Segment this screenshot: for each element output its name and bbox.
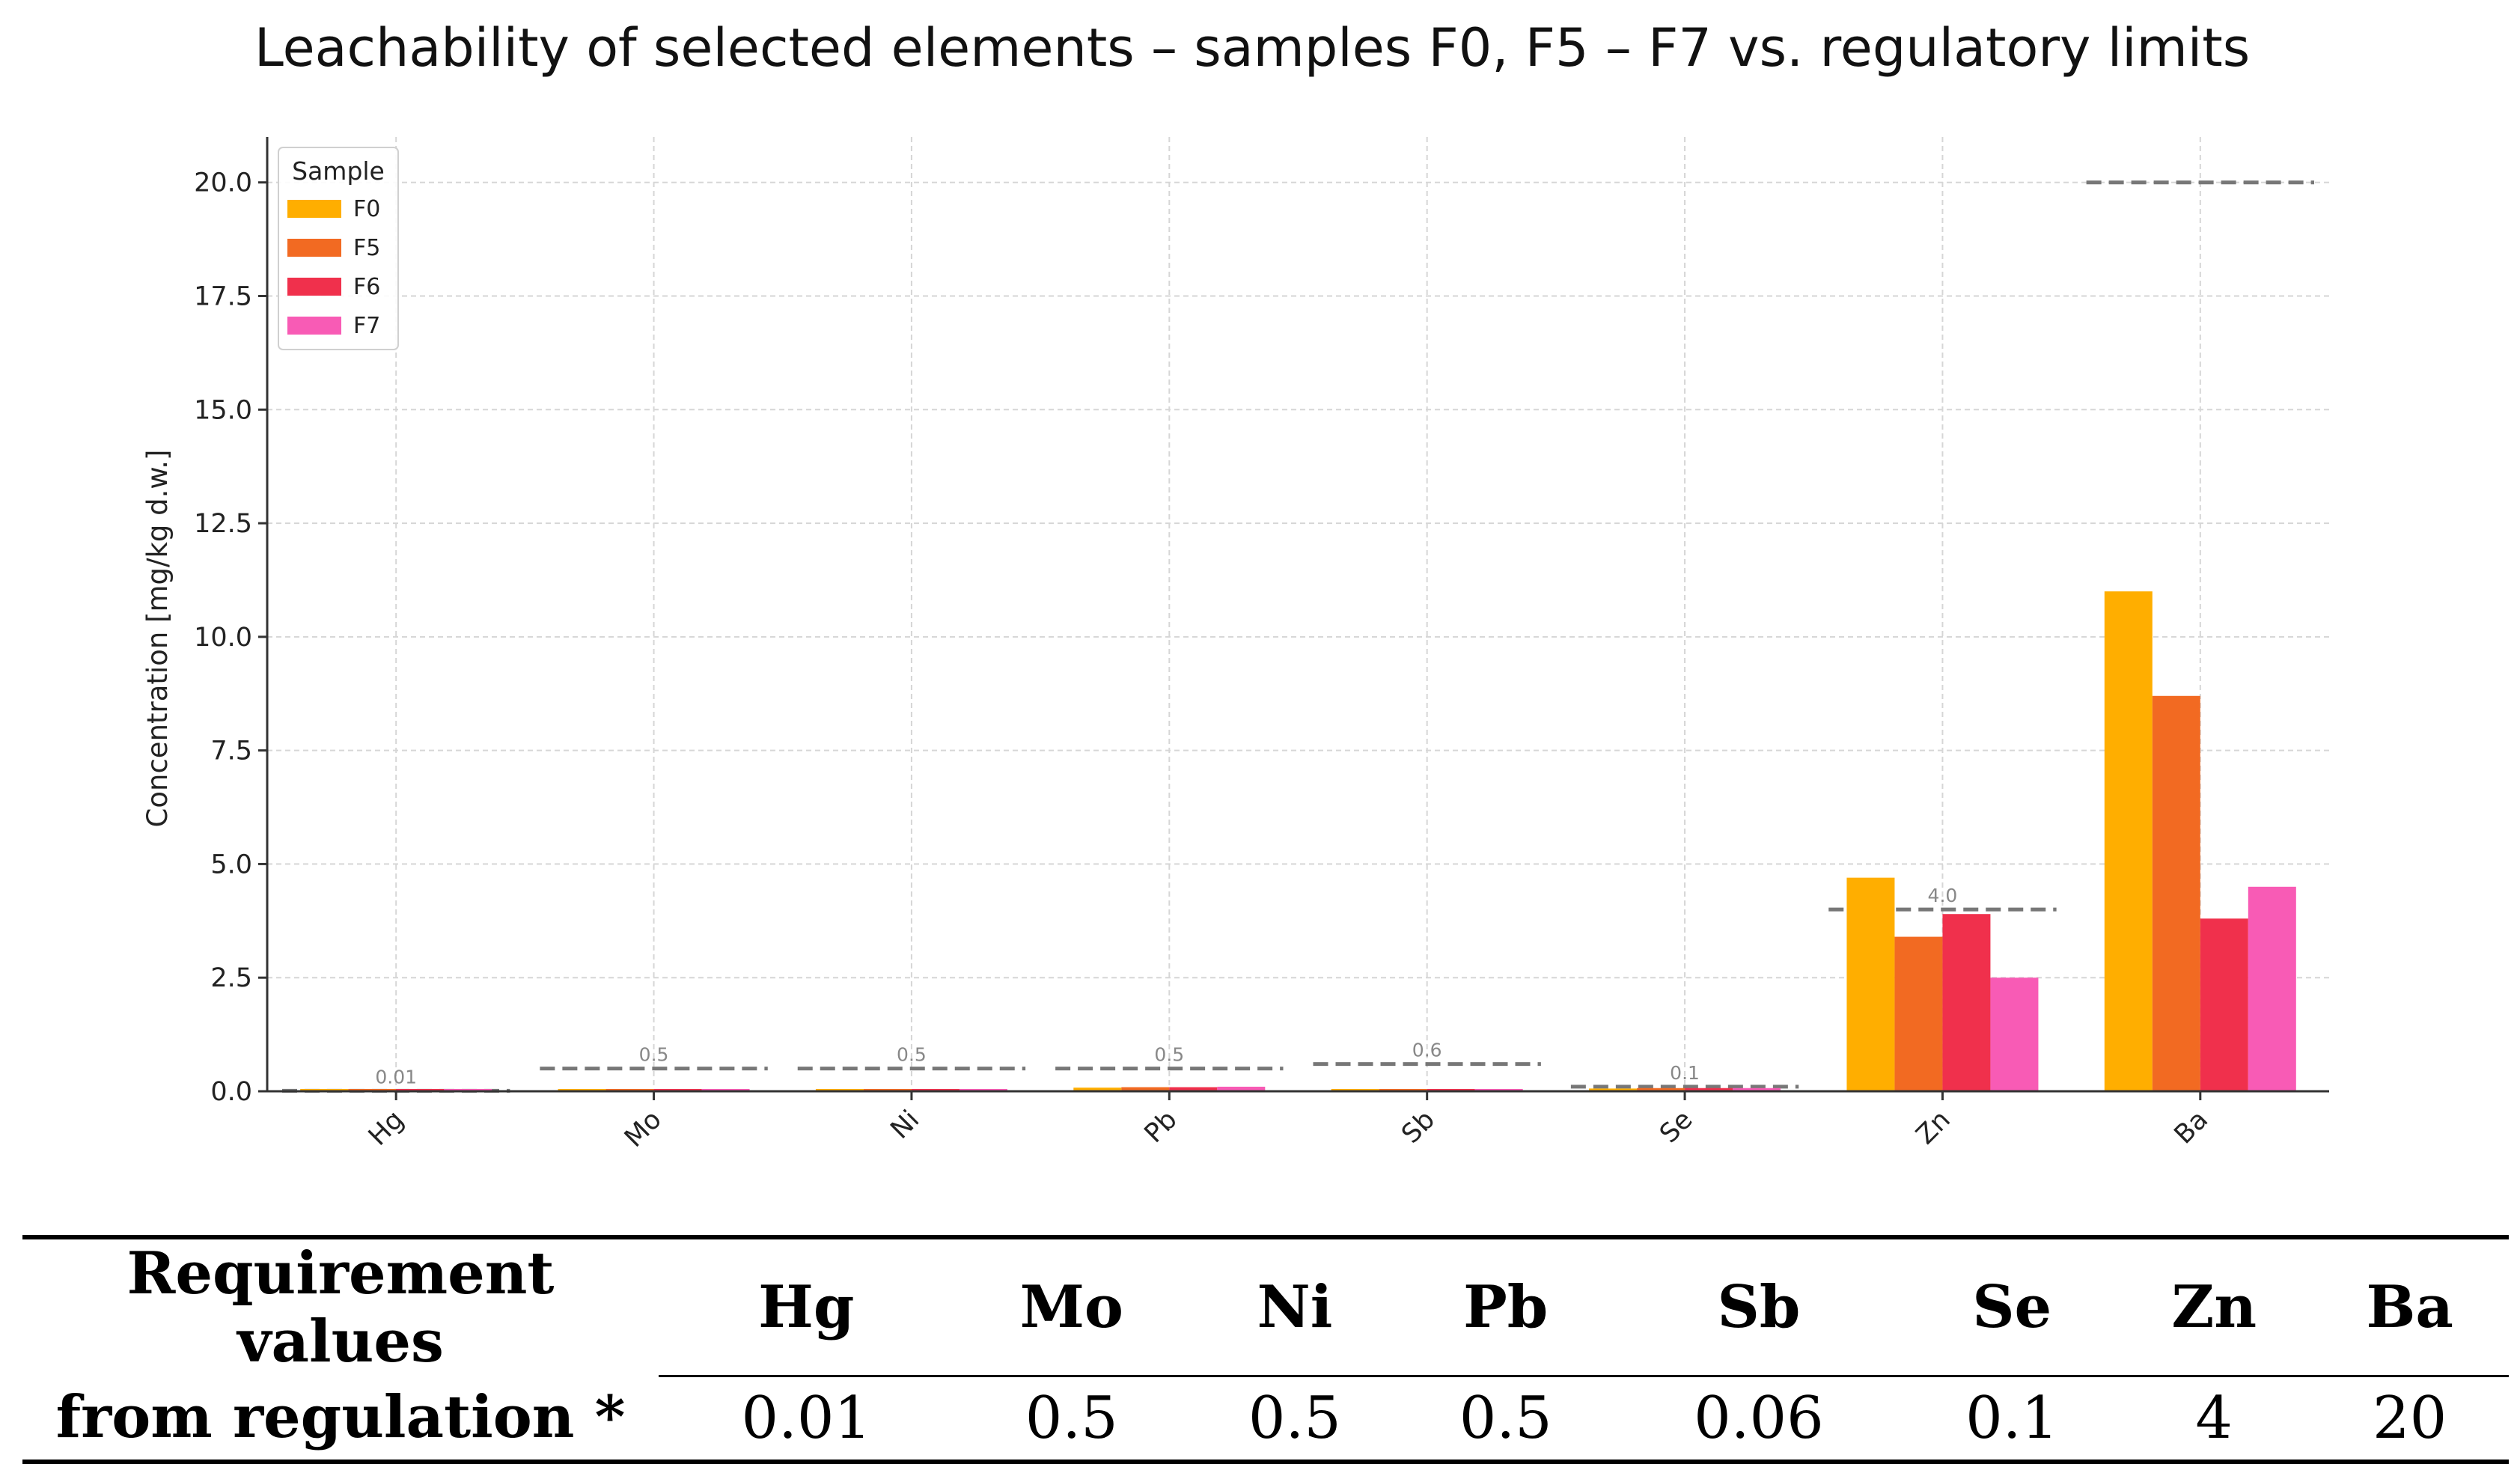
bar-F6-Se [1685, 1088, 1733, 1091]
bar-F6-Ba [2200, 918, 2248, 1091]
limit-label: 0.1 [1670, 1062, 1700, 1084]
x-tick-label: Ni [885, 1105, 926, 1145]
legend-swatch-F0 [287, 200, 341, 218]
legend: Sample F0 F5 F6 F7 [278, 147, 399, 350]
requirement-value: 4 [2117, 1374, 2311, 1462]
bar-F6-Zn [1942, 914, 1991, 1091]
bar-F0-Ba [2104, 591, 2153, 1091]
element-header: Sb [1717, 1272, 1801, 1341]
legend-swatch-F7 [287, 317, 341, 335]
bar-F5-Pb [1121, 1087, 1170, 1091]
limit-label: 4.0 [1928, 885, 1958, 906]
requirement-value: 0.1 [1906, 1374, 2118, 1462]
x-tick-label: Pb [1139, 1105, 1183, 1149]
requirement-label-line2: from regulation * [55, 1383, 626, 1452]
requirement-value-row: from regulation * 0.01 0.5 0.5 0.5 0.06 … [22, 1374, 2509, 1462]
bar-F6-Pb [1169, 1087, 1218, 1091]
element-header: Se [1972, 1272, 2052, 1341]
y-tick-label: 5.0 [210, 850, 252, 879]
bar-F5-Zn [1894, 936, 1943, 1091]
element-header: Ni [1257, 1272, 1333, 1341]
limit-label: 0.5 [897, 1044, 927, 1066]
element-header: Zn [2171, 1272, 2257, 1341]
limit-label: 0.5 [639, 1044, 669, 1066]
requirement-label-line1: Requirement values [126, 1239, 555, 1376]
bar-F7-Pb [1217, 1086, 1266, 1091]
limit-label: 0.01 [375, 1066, 417, 1088]
limit-label: 0.6 [1412, 1040, 1442, 1061]
limit-label: 0.5 [1154, 1044, 1184, 1066]
element-header: Mo [1019, 1272, 1123, 1341]
requirement-header-row: Requirement values Hg Mo Ni Pb Sb Se Zn … [22, 1237, 2509, 1376]
bar-F0-Zn [1846, 877, 1895, 1091]
x-tick-label: Ba [2169, 1105, 2214, 1150]
y-tick-label: 2.5 [210, 963, 252, 993]
y-tick-label: 17.5 [194, 282, 252, 312]
legend-swatch-F5 [287, 239, 341, 257]
bar-F5-Ba [2152, 695, 2200, 1091]
x-tick-label: Se [1654, 1105, 1698, 1149]
bar-F5-Se [1637, 1088, 1685, 1091]
y-tick-label: 15.0 [194, 395, 252, 425]
bar-F0-Pb [1073, 1088, 1122, 1091]
y-tick-label: 7.5 [210, 736, 252, 766]
requirement-value: 0.5 [954, 1374, 1189, 1462]
bar-F7-Zn [1990, 977, 2039, 1091]
element-header: Ba [2366, 1272, 2453, 1341]
x-tick-label: Hg [363, 1105, 410, 1152]
regulatory-limits: 0.01 0.5 0.5 0.5 0.6 0.1 4.0 [282, 180, 2314, 1093]
y-tick-label: 0.0 [210, 1077, 252, 1107]
y-tick-label: 10.0 [194, 623, 252, 653]
bars [300, 591, 2296, 1091]
leachability-chart: Leachability of selected elements – samp… [141, 17, 2329, 1153]
legend-title: Sample [292, 156, 385, 186]
legend-label-F6: F6 [353, 274, 380, 300]
requirement-value: 0.5 [1400, 1374, 1611, 1462]
requirement-value: 20 [2310, 1374, 2509, 1462]
x-tick-label: Zn [1911, 1105, 1956, 1150]
grid-lines [267, 137, 2329, 1092]
y-tick-label: 20.0 [194, 168, 252, 198]
y-axis-label: Concentration [mg/kg d.w.] [141, 450, 174, 828]
bar-F7-Se [1733, 1088, 1781, 1091]
requirement-value: 0.06 [1611, 1374, 1907, 1462]
legend-swatch-F6 [287, 278, 341, 296]
element-header: Hg [758, 1272, 855, 1341]
legend-label-F5: F5 [353, 235, 380, 261]
chart-title: Leachability of selected elements – samp… [254, 17, 2250, 79]
requirement-value: 0.5 [1189, 1374, 1400, 1462]
bar-F7-Ba [2248, 886, 2296, 1091]
x-tick-label: Mo [619, 1105, 668, 1153]
bar-F0-Se [1589, 1088, 1638, 1091]
legend-label-F7: F7 [353, 313, 380, 339]
y-tick-label: 12.5 [194, 509, 252, 539]
legend-label-F0: F0 [353, 196, 380, 222]
x-tick-label: Sb [1396, 1105, 1441, 1150]
requirement-table: Requirement values Hg Mo Ni Pb Sb Se Zn … [22, 1235, 2509, 1464]
element-header: Pb [1463, 1272, 1549, 1341]
requirement-value: 0.01 [659, 1374, 954, 1462]
